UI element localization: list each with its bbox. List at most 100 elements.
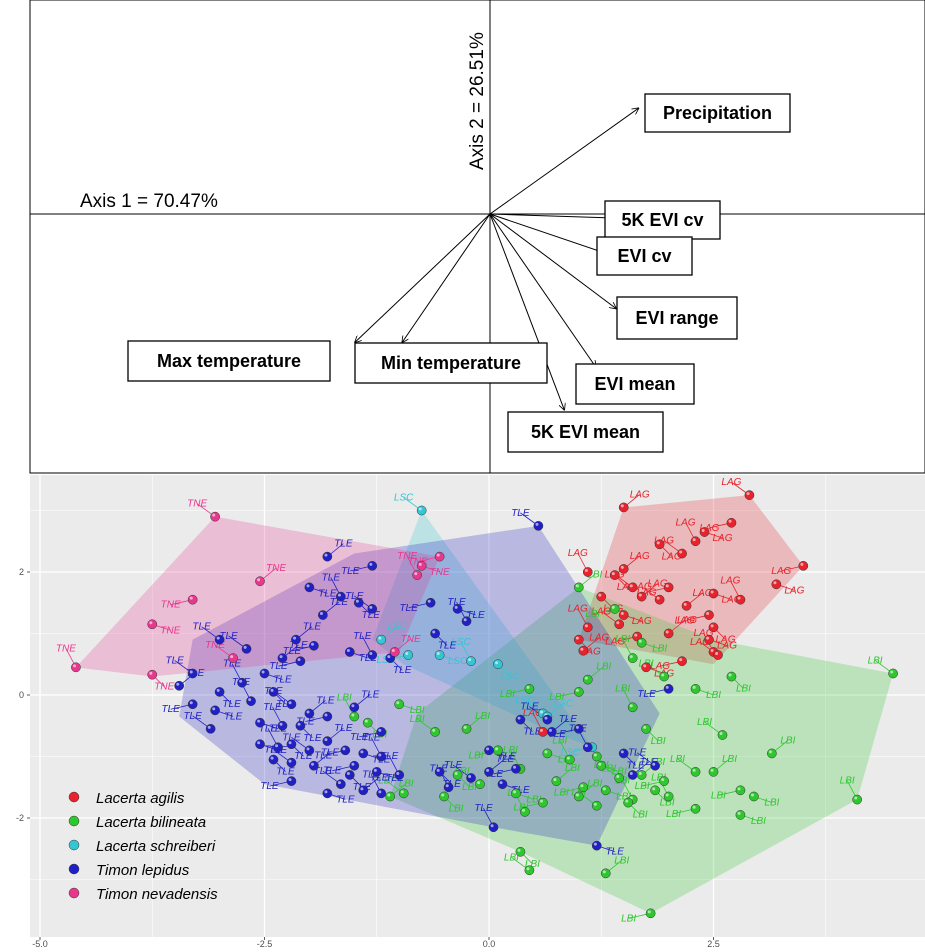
data-point [888,668,898,679]
data-point-highlight [526,685,530,689]
y-tick-label: 0 [19,690,24,700]
data-point-highlight [710,590,714,594]
data-point [389,647,400,657]
point-label: TLE [323,766,342,777]
data-point [609,570,620,580]
data-point-highlight [486,768,490,772]
point-label: TLE [322,573,341,584]
data-point-highlight [647,910,651,914]
point-label: LAG [717,641,737,652]
data-point [497,779,508,790]
data-point [439,791,449,802]
data-point-highlight [580,784,584,788]
vector-label-box-precipitation [644,93,791,133]
data-point-highlight [414,572,418,576]
x-tick-label: -2.5 [257,939,273,949]
data-point-highlight [207,725,211,729]
data-point [398,788,409,799]
data-point [636,637,647,648]
point-label: LAG [693,628,713,639]
point-label: TLE [353,631,372,642]
point-label: LBI [615,634,630,645]
data-point-highlight [490,824,494,828]
point-label: LAG [630,489,650,500]
point-label: LAG [690,637,710,648]
point-label: TLE [183,711,202,722]
x-tick-label: 0.0 [483,939,496,949]
data-point [591,840,602,851]
point-label: TLE [219,631,238,642]
point-label: TLE [362,733,381,744]
data-point-highlight [248,698,252,702]
data-point [255,576,265,587]
data-point [340,745,351,756]
point-label: TLE [444,760,463,771]
point-label: LAG [715,634,735,645]
data-point-highlight [418,562,422,566]
data-point-highlight [575,584,579,588]
point-label: TLE [359,653,378,664]
data-point-highlight [665,630,669,634]
point-label: LSC [448,656,468,667]
legend-key-lacerta-schreiberi [68,839,80,851]
data-point [641,662,652,673]
point-label: LBI [378,775,393,786]
point-label: TLE [296,717,315,728]
data-point [349,760,360,771]
hull-lacerta-bilineata [390,587,894,914]
data-point-highlight [706,636,710,640]
data-point-highlight [679,658,683,662]
biplot-frame [29,0,925,474]
data-point [187,699,198,710]
point-label: TLE [192,622,211,633]
data-point [434,551,445,562]
point-label: TLE [361,689,380,700]
data-point-highlight [288,759,292,763]
point-label: LAG [617,582,637,593]
data-point-highlight [230,655,234,659]
data-point-highlight [593,753,597,757]
data-point [434,650,445,660]
vector-label-5k-evi-mean: 5K EVI mean [531,422,640,442]
point-label: LBI [697,717,712,728]
point-label: LBI [706,690,721,701]
data-point [461,616,472,627]
vector-label-5k-evi-cv: 5K EVI cv [621,210,703,230]
point-label: LBI [621,913,636,924]
data-point [277,720,288,731]
data-point [767,748,777,759]
point-label: TLE [628,748,647,759]
data-point [704,610,714,620]
point-label: LAG [632,582,652,593]
vector-arrow-precipitation [489,108,639,215]
point-label: TLE [269,661,288,672]
data-point [690,684,701,694]
data-point-highlight [539,799,543,803]
data-point-highlight [661,673,665,677]
hull-lacerta-schreiberi [372,510,593,748]
y-tick-label: 2 [19,567,24,577]
data-point-highlight [890,670,894,674]
point-label: LAG [654,536,674,547]
data-point [659,671,669,682]
data-point [367,561,378,571]
point-label: TLE [438,641,457,652]
point-label: LBI [475,711,490,722]
data-point-highlight [629,655,633,659]
data-point [322,551,333,562]
vector-arrow-evi-cv [489,213,616,257]
data-point-highlight [544,750,548,754]
data-point-highlight [405,652,409,656]
data-point [228,653,238,663]
data-point [430,628,440,639]
data-point [618,564,629,574]
data-point [663,791,674,802]
data-point [268,687,279,697]
data-point-highlight [279,722,283,726]
data-point-highlight [656,596,660,600]
point-label: LBI [711,790,726,801]
vector-arrow-5k-evi-mean [489,213,564,410]
point-label: LAG [713,533,733,544]
point-label: LAG [568,603,588,614]
data-point-highlight [324,738,328,742]
